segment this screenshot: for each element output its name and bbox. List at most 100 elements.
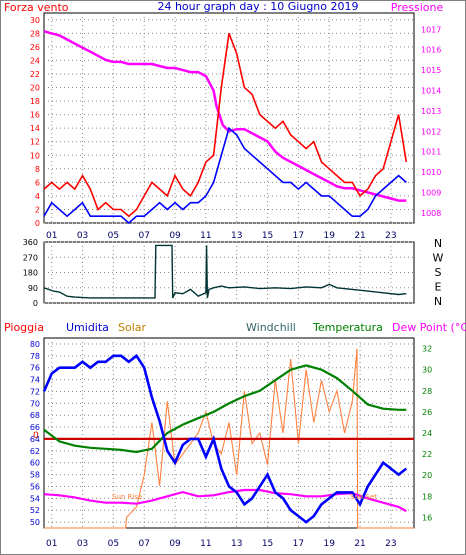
x-tick-label: 23: [385, 231, 396, 241]
y-tick-label-left: 20: [30, 84, 40, 93]
y-tick-label-temperature: 32: [422, 345, 432, 354]
compass-label: N: [434, 237, 442, 250]
y-tick-label-temperature: 18: [422, 492, 432, 501]
series-temperature: [42, 348, 414, 529]
x-axis-hours-bottom: 01 03 05 07 09 11 13 15 17 19 21 23: [46, 539, 397, 549]
y-tick-label-left: 0: [35, 219, 40, 228]
y-tick-label-right: 1010: [421, 168, 441, 177]
y-tick-label-right: 1013: [421, 107, 441, 116]
y-tick-label-humidity: 50: [30, 518, 40, 527]
y-tick-label-direction: 360: [23, 238, 38, 247]
y-tick-label-temperature: 16: [422, 513, 432, 522]
y-tick-label-left: 6: [35, 178, 40, 187]
y-tick-label-right: 1012: [421, 127, 441, 136]
x-tick-label: 17: [293, 231, 304, 241]
y-tick-label-left: 8: [35, 165, 40, 174]
y-tick-label-left: 22: [30, 70, 40, 79]
x-tick-label: 03: [77, 231, 88, 241]
x-tick-label: 09: [169, 539, 181, 549]
compass-label: S: [435, 266, 442, 279]
y-tick-label-humidity: 76: [30, 364, 40, 373]
x-tick-label: 01: [46, 539, 57, 549]
x-tick-label: 05: [108, 539, 119, 549]
y-axis-humidity: 50 52 54 56 58 60 62 64 66 68 70 72 74 76 78 80: [30, 340, 40, 527]
temperature-humidity-chart: Pioggia Umidita Solar Windchill Temperat…: [4, 321, 466, 549]
y-tick-label-right: 1009: [421, 188, 441, 197]
plot-area-temperature: [43, 337, 415, 529]
y-tick-label-left: 24: [30, 56, 40, 65]
y-tick-label-right: 1008: [421, 209, 441, 218]
rain-value-label: 0: [33, 431, 39, 441]
x-tick-label: 17: [293, 539, 304, 549]
series-line-humidity: [42, 353, 408, 524]
series-wind-direction: [43, 244, 407, 299]
y-tick-label-humidity: 52: [30, 506, 40, 515]
y-tick-label-right: 1017: [421, 25, 441, 34]
wind-pressure-chart: Forza vento 24 hour graph day : 10 Giugn…: [4, 0, 443, 241]
y-tick-label-humidity: 64: [30, 435, 40, 444]
y-tick-label-left: 12: [30, 138, 40, 147]
series-line-pressure: [43, 30, 407, 202]
wind-force-label: Forza vento: [4, 1, 69, 14]
y-tick-label-direction: 270: [23, 253, 38, 262]
series-wind-pressure: [43, 30, 408, 225]
y-tick-label-left: 26: [30, 43, 40, 52]
y-tick-label-temperature: 28: [422, 387, 432, 396]
y-axis-degrees: 0 90 180 270 360: [23, 238, 38, 308]
compass-label: E: [435, 281, 442, 294]
y-tick-label-humidity: 56: [30, 482, 40, 491]
plot-area-wind-pressure: [43, 12, 415, 224]
y-tick-label-right: 1015: [421, 66, 441, 75]
x-tick-label: 15: [262, 231, 273, 241]
y-axis-temperature: 16 18 20 22 24 26 28 30 32: [422, 345, 432, 523]
sun-set-note: Sun Set: [350, 493, 377, 501]
y-tick-label-humidity: 74: [30, 376, 40, 385]
y-tick-label-temperature: 26: [422, 408, 432, 417]
y-tick-label-direction: 90: [28, 284, 38, 293]
x-tick-label: 23: [385, 539, 396, 549]
compass-label: N: [434, 295, 442, 308]
y-tick-label-humidity: 60: [30, 459, 40, 468]
x-tick-label: 21: [354, 539, 365, 549]
x-tick-label: 13: [231, 231, 242, 241]
y-tick-label-right: 1016: [421, 46, 441, 55]
series-line-direction: [43, 244, 407, 299]
y-tick-label-right: 1014: [421, 86, 441, 95]
temperature-label: Temperatura: [312, 321, 383, 334]
windchill-label: Windchill: [246, 321, 296, 334]
y-tick-label-left: 2: [35, 205, 40, 214]
x-tick-label: 13: [231, 539, 242, 549]
sun-rise-note: Sun Rise: [112, 493, 142, 501]
y-tick-label-humidity: 80: [30, 340, 40, 349]
y-tick-label-right: 1011: [421, 148, 441, 157]
y-tick-label-temperature: 24: [422, 429, 432, 438]
series-line-wind: [43, 126, 407, 225]
x-tick-label: 07: [138, 539, 149, 549]
y-tick-label-humidity: 54: [30, 494, 40, 503]
y-axis-pressure: 1008 1009 1010 1011 1012 1013 1014 1015 1016 1017: [421, 25, 441, 217]
y-tick-label-humidity: 58: [30, 471, 40, 480]
y-tick-label-left: 10: [30, 151, 40, 160]
dewpoint-label: Dew Point (°C): [392, 321, 466, 334]
y-tick-label-left: 4: [35, 192, 40, 201]
series-line-solar: [44, 348, 414, 529]
solar-label: Solar: [118, 321, 147, 334]
x-tick-label: 15: [262, 539, 273, 549]
y-tick-label-humidity: 62: [30, 447, 40, 456]
y-tick-label-humidity: 78: [30, 352, 40, 361]
chart-header-title: 24 hour graph day : 10 Giugno 2019: [157, 0, 358, 13]
x-tick-label: 19: [323, 539, 335, 549]
y-tick-label-left: 16: [30, 111, 40, 120]
x-tick-label: 19: [323, 231, 335, 241]
x-tick-label: 21: [354, 231, 365, 241]
y-tick-label-left: 14: [30, 124, 40, 133]
x-axis-hours-top: 01 03 05 07 09 11 13 15 17 19 21 23: [46, 231, 397, 241]
y-tick-label-left: 28: [30, 29, 40, 38]
compass-label: W: [433, 252, 444, 265]
y-tick-label-humidity: 72: [30, 387, 40, 396]
x-tick-label: 09: [169, 231, 181, 241]
x-tick-label: 03: [77, 539, 88, 549]
series-line-gust: [43, 33, 408, 218]
